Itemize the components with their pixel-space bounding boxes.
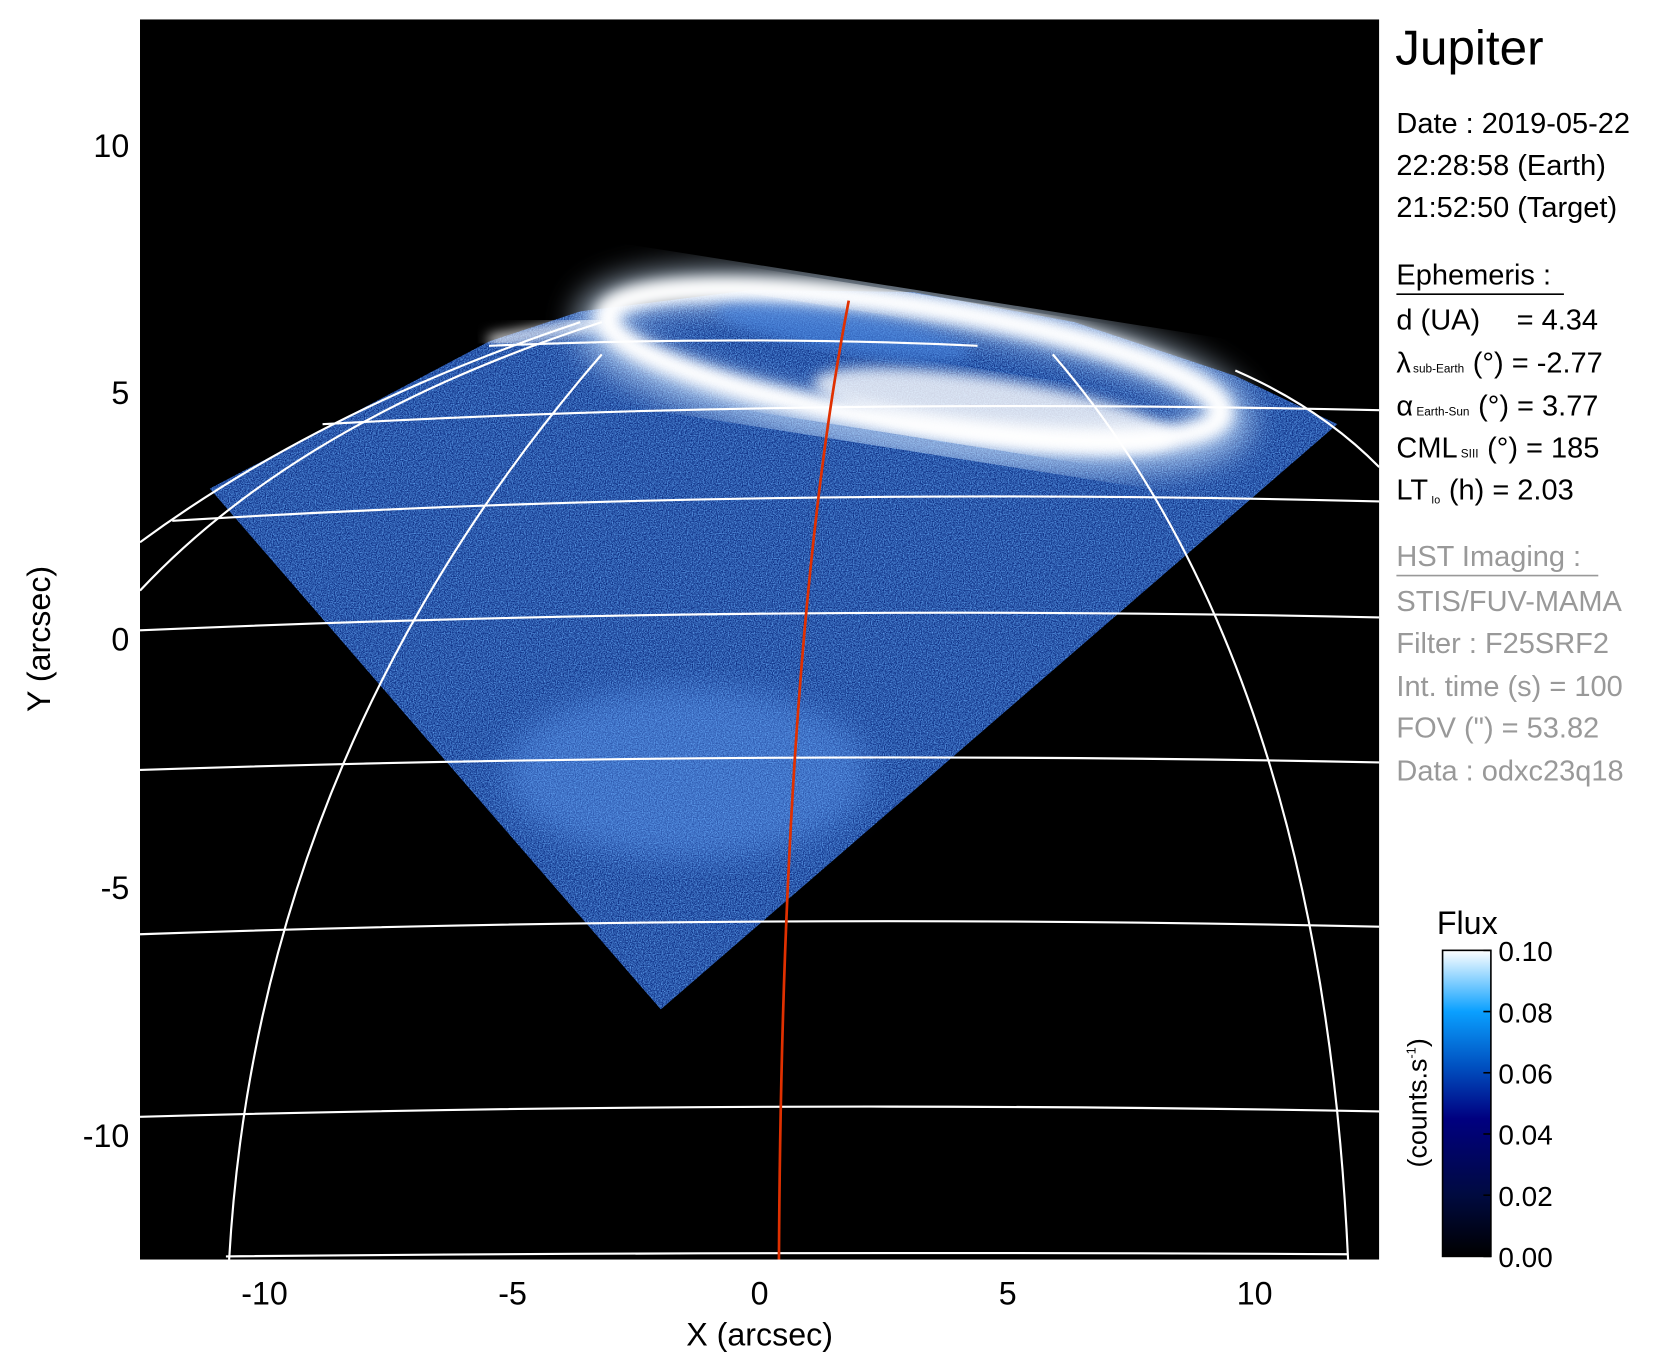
y-tick-label: 5 bbox=[111, 375, 129, 411]
time-earth: 22:28:58 (Earth) bbox=[1396, 150, 1605, 182]
planet-title: Jupiter bbox=[1395, 20, 1543, 75]
x-tick-label: -5 bbox=[498, 1276, 527, 1312]
info-panel: Jupiter Date : 2019-05-22 22:28:58 (Eart… bbox=[1395, 20, 1630, 787]
colorbar-tick-label: 0.08 bbox=[1498, 997, 1552, 1028]
x-tick-label: 0 bbox=[751, 1276, 769, 1312]
sub-earth-latitude: λ sub-Earth (°) = -2.77 bbox=[1396, 348, 1602, 380]
filter: Filter : F25SRF2 bbox=[1396, 628, 1609, 660]
colorbar-tick-label: 0.10 bbox=[1498, 936, 1552, 967]
distance: d (UA) = 4.34 bbox=[1396, 305, 1598, 337]
y-tick-label: -10 bbox=[83, 1118, 130, 1154]
x-tick-label: 10 bbox=[1237, 1276, 1273, 1312]
io-local-time: LT Io (h) = 2.03 bbox=[1396, 474, 1573, 506]
y-axis-label: Y (arcsec) bbox=[21, 566, 57, 712]
x-tick-label: 5 bbox=[999, 1276, 1017, 1312]
colorbar-tick-label: 0.00 bbox=[1498, 1242, 1552, 1273]
lat-lon-grid bbox=[140, 321, 1380, 1260]
phase-angle: α Earth-Sun (°) = 3.77 bbox=[1396, 391, 1598, 423]
field-of-view: FOV (") = 53.82 bbox=[1396, 713, 1599, 745]
data-id: Data : odxc23q18 bbox=[1396, 756, 1623, 788]
y-axis: 10 5 0 -5 -10 Y (arcsec) bbox=[21, 128, 129, 1154]
date: Date : 2019-05-22 bbox=[1396, 108, 1630, 140]
y-tick-label: 0 bbox=[111, 622, 129, 658]
hst-heading: HST Imaging : bbox=[1396, 541, 1581, 573]
x-axis-label: X (arcsec) bbox=[686, 1317, 833, 1353]
y-tick-label: -5 bbox=[101, 870, 130, 906]
central-meridian-longitude: CML SIII (°) = 185 bbox=[1396, 432, 1599, 464]
colorbar-tick-label: 0.02 bbox=[1498, 1181, 1552, 1212]
colorbar-unit-label: (counts.s-1) bbox=[1402, 1038, 1432, 1167]
time-target: 21:52:50 (Target) bbox=[1396, 192, 1617, 224]
x-axis: -10 -5 0 5 10 X (arcsec) bbox=[241, 1276, 1272, 1353]
colorbar-gradient bbox=[1441, 949, 1492, 1258]
colorbar-title: Flux bbox=[1437, 905, 1498, 941]
image-panel bbox=[140, 19, 1380, 1260]
ephemeris-heading: Ephemeris : bbox=[1396, 260, 1551, 292]
colorbar-tick-label: 0.06 bbox=[1498, 1059, 1552, 1090]
colorbar-tick-label: 0.04 bbox=[1498, 1120, 1552, 1151]
integration-time: Int. time (s) = 100 bbox=[1396, 671, 1622, 703]
x-tick-label: -10 bbox=[241, 1276, 288, 1312]
colorbar: Flux 0.10 0.08 0.06 0.04 0.02 0.00 (counts.s-… bbox=[1402, 905, 1552, 1273]
diffuse-emission bbox=[505, 687, 871, 860]
instrument: STIS/FUV-MAMA bbox=[1396, 586, 1622, 618]
auroral-tail bbox=[488, 316, 603, 347]
footprint-line bbox=[777, 300, 851, 1260]
y-tick-label: 10 bbox=[93, 128, 129, 164]
